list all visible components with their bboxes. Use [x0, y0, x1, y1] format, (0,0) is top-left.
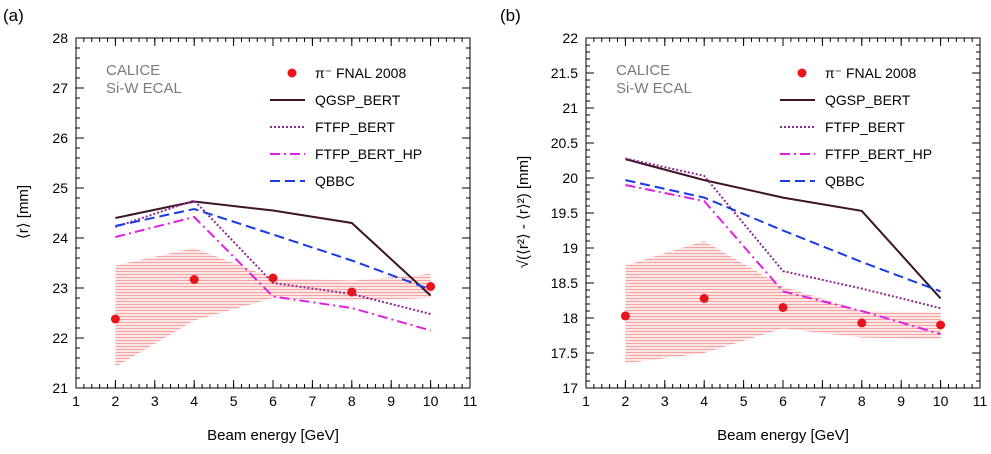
- panel-b-data-point: [778, 303, 788, 312]
- panel-b-legend: π⁻ FNAL 2008 QGSP_BERT FTFP_BERT FTFP_BE…: [780, 65, 932, 189]
- panel-b-experiment-label-2: Si-W ECAL: [616, 80, 692, 97]
- panel-a-y-tick-label: 21: [52, 380, 68, 396]
- legend-a-data-label: π⁻ FNAL 2008: [315, 65, 406, 81]
- panel-b-y-axis-label: √(⟨r²⟩ - ⟨r⟩²) [mm]: [515, 156, 532, 268]
- panel-b-label: (b): [500, 6, 521, 25]
- panel-b-y-tick-label: 20.5: [551, 135, 578, 151]
- panel-b-x-tick-label: 1: [582, 393, 590, 409]
- panel-a-series-ftfp-bert-hp: [115, 215, 431, 332]
- panel-a-data-point: [347, 287, 357, 297]
- panel-a-series-qgsp-bert: [115, 200, 432, 297]
- panel-b-data-point: [857, 318, 867, 328]
- panel-a-data-point: [189, 275, 199, 284]
- panel-b-series-ftfp-bert: [625, 157, 941, 310]
- panel-a-x-tick-label: 7: [309, 393, 317, 409]
- panel-b-y-tick-label: 17.5: [551, 345, 578, 361]
- panel-b-plot: 1 2 3 4 5 6 7 8 9 10 11 17 17.5 18 18.5 19 19.5 20 20.5 21 2…: [551, 30, 988, 409]
- panel-a-x-axis-label: Beam energy [GeV]: [207, 427, 339, 444]
- panel-b-x-tick-label: 11: [973, 393, 988, 409]
- panel-b-y-tick-label: 18: [562, 310, 578, 326]
- panel-a-y-tick-label: 27: [52, 80, 68, 96]
- panel-b-y-tick-label: 21: [562, 100, 578, 116]
- panel-a-y-tick-label: 22: [52, 330, 68, 346]
- panel-a-x-tick-label: 11: [463, 393, 478, 409]
- panel-a-data-point: [268, 273, 278, 283]
- panel-b-x-axis-label: Beam energy [GeV]: [717, 427, 849, 444]
- panel-a-y-tick-label: 26: [52, 130, 68, 146]
- panel-b-x-tick-label: 6: [779, 393, 787, 409]
- panel-a-y-tick-label: 25: [52, 180, 68, 196]
- panel-b-x-tick-label: 7: [819, 393, 827, 409]
- panel-a-y-axis-label: ⟨r⟩ [mm]: [15, 185, 32, 239]
- legend-a-qbbc-label: QBBC: [315, 173, 355, 189]
- panel-b-y-tick-label: 17: [562, 380, 578, 396]
- panel-a-y-tick-label: 24: [52, 230, 68, 246]
- panel-a-x-tick-label: 4: [190, 393, 198, 409]
- legend-a-ftfphp-label: FTFP_BERT_HP: [315, 146, 422, 162]
- panel-a-experiment-label-1: CALICE: [106, 62, 160, 79]
- panel-a-data-point: [110, 314, 120, 324]
- legend-b-ftfp-label: FTFP_BERT: [825, 119, 905, 135]
- panel-b-y-tick-label: 19.5: [551, 205, 578, 221]
- panel-a-label: (a): [3, 6, 24, 25]
- legend-a-ftfp-label: FTFP_BERT: [315, 119, 395, 135]
- panel-a-x-tick-label: 6: [269, 393, 277, 409]
- panel-a-uncertainty-band: [115, 248, 431, 367]
- panel-a-legend: π⁻ FNAL 2008 QGSP_BERT FTFP_BERT FTFP_BE…: [270, 65, 422, 189]
- legend-a-data-marker: [287, 68, 297, 78]
- panel-a-x-tick-label: 3: [151, 393, 159, 409]
- panel-b-y-tick-label: 20: [562, 170, 578, 186]
- legend-b-ftfphp-label: FTFP_BERT_HP: [825, 146, 932, 162]
- panel-b-uncertainty-band: [625, 241, 941, 364]
- panel-a-x-tick-label: 8: [348, 393, 356, 409]
- panel-a-x-tick-label: 5: [230, 393, 238, 409]
- panel-a-experiment-label-2: Si-W ECAL: [106, 80, 182, 97]
- panel-a-series-qbbc: [115, 207, 431, 291]
- panel-a-data-point: [426, 282, 436, 291]
- panel-b-series-ftfp-bert-hp: [625, 184, 941, 336]
- panel-b-x-tick-label: 9: [897, 393, 905, 409]
- legend-a-qgsp-label: QGSP_BERT: [315, 92, 401, 108]
- panel-b-series-qbbc: [625, 179, 941, 293]
- panel-b-y-tick-label: 22: [562, 30, 578, 46]
- panel-b-x-tick-label: 5: [740, 393, 748, 409]
- legend-b-qgsp-label: QGSP_BERT: [825, 92, 911, 108]
- panel-b-data-point: [620, 311, 630, 321]
- panel-b-x-tick-label: 8: [858, 393, 866, 409]
- panel-a-x-tick-label: 9: [387, 393, 395, 409]
- panel-b-x-tick-label: 4: [700, 393, 708, 409]
- panel-a-x-tick-label: 2: [112, 393, 120, 409]
- panel-b-y-tick-label: 19: [562, 240, 578, 256]
- legend-b-data-marker: [797, 68, 807, 78]
- panel-b-experiment-label-1: CALICE: [616, 62, 670, 79]
- panel-b-y-tick-label: 18.5: [551, 275, 578, 291]
- panel-b-data-point: [936, 320, 946, 330]
- panel-b-x-tick-label: 10: [933, 393, 949, 409]
- panel-b-y-tick-label: 21.5: [551, 65, 578, 81]
- panel-a-x-tick-label: 1: [72, 393, 80, 409]
- panel-a-x-tick-label: 10: [423, 393, 439, 409]
- panel-b-data-point: [699, 293, 709, 303]
- legend-b-data-label: π⁻ FNAL 2008: [825, 65, 916, 81]
- panel-a-series-ftfp-bert: [115, 199, 431, 315]
- panel-b-x-tick-label: 3: [661, 393, 669, 409]
- panel-a-y-tick-label: 23: [52, 280, 68, 296]
- legend-b-qbbc-label: QBBC: [825, 173, 865, 189]
- panel-a-y-tick-label: 28: [52, 30, 68, 46]
- panel-b-series-qgsp-bert: [625, 158, 942, 300]
- panel-b-x-tick-label: 2: [622, 393, 630, 409]
